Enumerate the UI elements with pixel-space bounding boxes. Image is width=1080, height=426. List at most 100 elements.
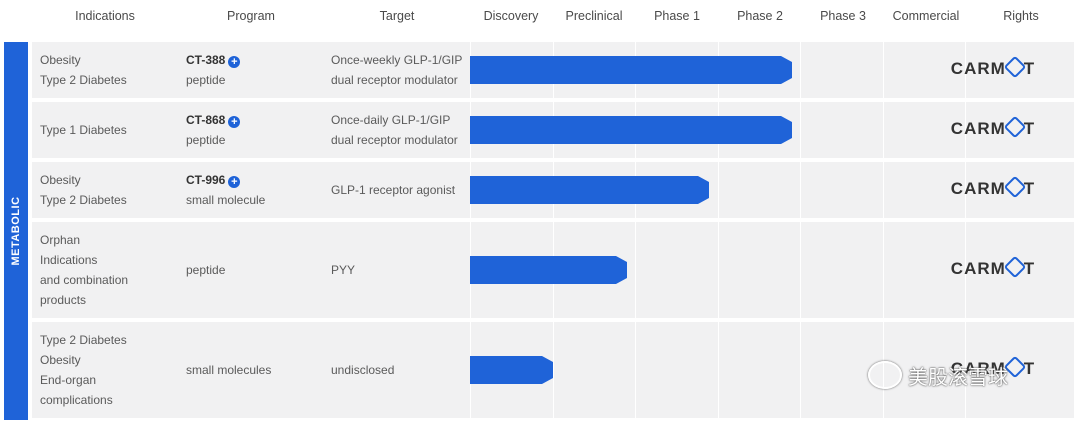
program-code-text: CT-868 (186, 113, 226, 127)
program-type: peptide (186, 73, 226, 87)
rights-logo: CARM T (944, 255, 1042, 279)
target-cell: Once-daily GLP-1/GIP dual receptor modula… (331, 102, 471, 158)
target-text: Once-daily GLP-1/GIP (331, 113, 451, 127)
column-divider (800, 322, 801, 418)
logo-o-mark-icon (1003, 115, 1027, 139)
program-cell: peptide (186, 222, 326, 318)
pipeline-header: Indications Program Target Discovery Preclin… (0, 0, 1080, 34)
logo-text-end: T (1023, 359, 1036, 378)
indication-text: Obesity (40, 53, 81, 67)
column-divider (965, 102, 966, 158)
logo-text-end: T (1023, 179, 1036, 198)
header-program: Program (227, 9, 275, 23)
program-code-text: CT-996 (186, 173, 226, 187)
program-cell: CT-868 + peptide (186, 102, 326, 158)
header-indications: Indications (75, 9, 135, 23)
column-divider (717, 162, 719, 218)
target-text: Once-weekly GLP-1/GIP (331, 53, 463, 67)
indications-cell: Orphan Indications and combination products (40, 222, 170, 318)
pipeline-row: Obesity Type 2 Diabetes CT-388 + peptide Once… (32, 42, 1074, 98)
pipeline-row: Obesity Type 2 Diabetes CT-996 + small molec… (32, 162, 1074, 218)
target-text: dual receptor modulator (331, 73, 458, 87)
header-phase-3: Phase 3 (820, 9, 866, 23)
logo-o-mark-icon (1003, 255, 1027, 279)
pipeline-row: Type 1 Diabetes CT-868 + peptide Once-daily … (32, 102, 1074, 158)
rights-logo: CARM T (944, 175, 1042, 199)
logo-text-start: CARM (950, 359, 1006, 378)
progress-bar-fill (470, 356, 553, 384)
indication-text: Type 2 Diabetes (40, 193, 127, 207)
program-type: small molecule (186, 193, 266, 207)
plus-circle-icon[interactable]: + (228, 176, 241, 188)
plus-circle-icon[interactable]: + (228, 116, 241, 128)
column-divider (635, 322, 636, 418)
header-discovery: Discovery (483, 9, 539, 23)
progress-bar (470, 256, 627, 284)
logo-text-start: CARM (950, 259, 1006, 278)
header-phase-1: Phase 1 (654, 9, 700, 23)
wechat-icon (868, 361, 902, 389)
category-sidebar: METABOLIC (4, 42, 28, 420)
indication-text: Obesity (40, 173, 81, 187)
indication-text: Orphan (40, 233, 81, 247)
logo-text-end: T (1023, 119, 1036, 138)
rights-logo: CARM T (944, 355, 1042, 379)
indication-text: Indications (40, 253, 98, 267)
indication-text: Obesity (40, 353, 81, 367)
target-cell: Once-weekly GLP-1/GIP dual receptor modul… (331, 42, 471, 98)
target-cell: GLP-1 receptor agonist (331, 162, 471, 218)
column-divider (800, 42, 801, 98)
indications-cell: Obesity Type 2 Diabetes (40, 162, 170, 218)
column-divider (800, 162, 801, 218)
progress-bar-fill (470, 176, 709, 204)
column-divider (882, 42, 884, 98)
column-divider (965, 162, 966, 218)
progress-bar-fill (470, 116, 792, 144)
indication-text: Type 2 Diabetes (40, 73, 127, 87)
target-cell: undisclosed (331, 322, 471, 418)
logo-o-mark-icon (1003, 175, 1027, 199)
logo-text-end: T (1023, 59, 1036, 78)
indications-cell: Type 2 Diabetes Obesity End-organ complicat… (40, 322, 170, 418)
progress-bar-fill (470, 56, 792, 84)
header-preclinical: Preclinical (565, 9, 623, 23)
logo-text-start: CARM (950, 59, 1006, 78)
progress-bar-fill (470, 256, 627, 284)
column-divider (800, 222, 801, 318)
column-divider (882, 222, 884, 318)
program-cell: small molecules (186, 322, 326, 418)
column-divider (800, 102, 801, 158)
indication-text: and combination (40, 273, 129, 287)
watermark-text: 美股滚雪球 (908, 366, 1008, 389)
target-cell: PYY (331, 222, 471, 318)
header-commercial: Commercial (892, 9, 960, 23)
plus-circle-icon[interactable]: + (228, 56, 241, 68)
header-target: Target (379, 9, 415, 23)
rights-logo: CARM T (944, 115, 1042, 139)
progress-bar (470, 356, 553, 384)
program-cell: CT-996 + small molecule (186, 162, 326, 218)
indication-text: Type 1 Diabetes (40, 123, 127, 137)
target-text: GLP-1 receptor agonist (331, 183, 456, 197)
indication-text: End-organ (40, 373, 97, 387)
progress-bar (470, 116, 792, 144)
rights-logo: CARM T (944, 55, 1042, 79)
column-divider (882, 162, 884, 218)
program-type: peptide (186, 133, 226, 147)
program-type: peptide (186, 263, 226, 277)
logo-text-start: CARM (950, 119, 1006, 138)
indications-cell: Obesity Type 2 Diabetes (40, 42, 170, 98)
target-text: PYY (331, 263, 356, 277)
progress-bar (470, 176, 709, 204)
target-text: dual receptor modulator (331, 133, 458, 147)
logo-text-start: CARM (950, 179, 1006, 198)
column-divider (965, 222, 966, 318)
program-code-text: CT-388 (186, 53, 226, 67)
header-phase-2: Phase 2 (737, 9, 783, 23)
header-rights: Rights (1003, 9, 1039, 23)
indication-text: complications (40, 393, 113, 407)
column-divider (882, 102, 884, 158)
program-type: small molecules (186, 363, 272, 377)
column-divider (965, 322, 966, 418)
column-divider (635, 222, 636, 318)
